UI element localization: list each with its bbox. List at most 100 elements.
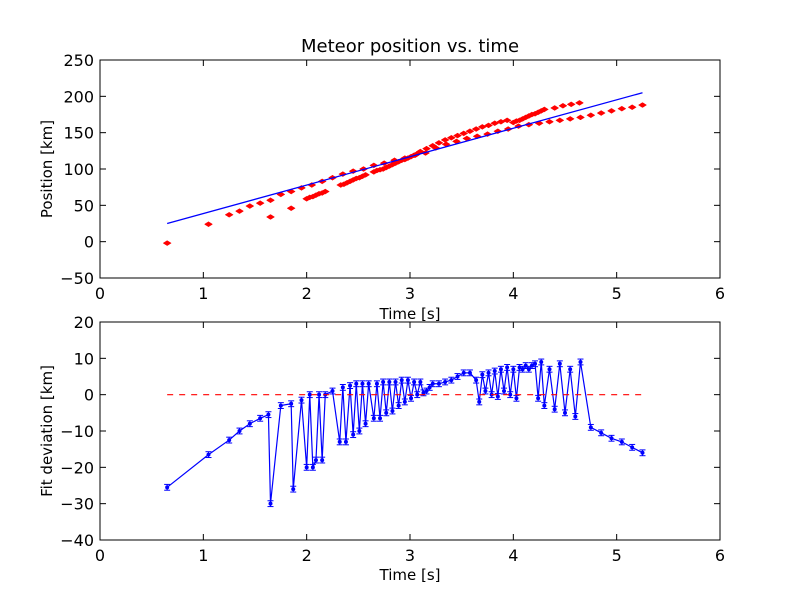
data-point	[165, 485, 170, 490]
data-point	[477, 399, 482, 404]
data-point	[462, 135, 472, 142]
x-tick-label: 4	[508, 284, 518, 303]
position-chart: Meteor position vs. time 0 1 2 3 4 5 6−5005010…	[38, 36, 725, 323]
data-point	[552, 407, 557, 412]
data-point	[371, 416, 376, 421]
data-point	[508, 392, 513, 397]
fit-line	[166, 92, 643, 225]
x-tick-label: 2	[302, 284, 312, 303]
data-point	[486, 370, 491, 375]
y-tick-label: 200	[63, 87, 94, 106]
data-point	[424, 389, 429, 394]
data-point	[266, 197, 275, 204]
x-axis-label: Time [s]	[379, 566, 441, 584]
data-point	[607, 108, 616, 114]
data-point	[374, 381, 379, 386]
data-point	[568, 367, 573, 372]
data-point	[496, 118, 506, 125]
data-point	[307, 392, 312, 397]
data-point	[399, 378, 404, 383]
y-tick-label: −40	[60, 531, 94, 550]
data-point	[268, 501, 273, 506]
data-point	[545, 118, 554, 125]
y-tick-label: 150	[63, 124, 94, 143]
data-point	[526, 367, 531, 372]
data-point	[520, 367, 525, 372]
data-point	[461, 370, 466, 375]
data-point	[514, 396, 519, 401]
deviation-line	[166, 361, 643, 504]
data-point	[361, 172, 371, 178]
data-point	[381, 379, 386, 384]
data-point	[465, 128, 475, 135]
data-point	[533, 361, 538, 366]
data-point	[539, 359, 544, 364]
data-point	[422, 145, 432, 152]
data-point	[484, 122, 494, 129]
data-point	[434, 140, 444, 146]
plot-area	[162, 92, 647, 246]
x-tick-label: 6	[715, 546, 725, 565]
plot-area	[164, 358, 646, 508]
data-point	[578, 359, 583, 364]
data-point	[162, 240, 172, 246]
y-tick-label: 20	[74, 313, 94, 332]
data-point	[418, 379, 423, 384]
data-point	[409, 396, 414, 401]
data-point	[502, 117, 512, 124]
data-point	[412, 379, 417, 384]
data-point	[443, 379, 448, 384]
x-tick-label: 0	[95, 284, 105, 303]
y-tick-label: −20	[60, 458, 94, 477]
data-point	[565, 116, 575, 122]
data-point	[640, 450, 645, 455]
data-point	[310, 465, 315, 470]
data-point	[483, 389, 488, 394]
data-point	[555, 117, 565, 124]
data-point	[354, 381, 359, 386]
y-tick-label: 50	[74, 196, 94, 215]
data-point	[586, 112, 596, 119]
data-point	[363, 421, 368, 426]
data-point	[638, 102, 647, 108]
data-point	[617, 105, 627, 112]
data-point	[247, 421, 252, 426]
data-point	[511, 367, 516, 372]
data-point	[390, 409, 395, 414]
data-point	[609, 436, 614, 441]
x-axis-label: Time [s]	[379, 305, 441, 323]
data-point	[255, 200, 265, 206]
data-point	[266, 412, 271, 417]
data-point	[330, 389, 335, 394]
y-tick-label: 0	[84, 233, 94, 252]
data-point	[291, 487, 296, 492]
data-point	[340, 385, 345, 390]
chart-title: Meteor position vs. time	[301, 36, 519, 57]
data-point	[566, 101, 576, 108]
data-point	[574, 100, 584, 106]
data-point	[360, 381, 365, 386]
x-tick-label: 3	[405, 546, 415, 565]
data-point	[396, 403, 401, 408]
data-point	[320, 188, 330, 195]
x-tick-label: 2	[302, 546, 312, 565]
data-point	[348, 383, 353, 388]
data-point	[627, 104, 637, 111]
data-point	[630, 445, 635, 450]
data-point	[502, 389, 507, 394]
y-tick-label: 10	[74, 349, 94, 368]
data-point	[452, 138, 461, 145]
data-point	[440, 137, 450, 143]
data-point	[206, 452, 211, 457]
x-tick-label: 1	[198, 284, 208, 303]
data-point	[453, 132, 463, 139]
y-tick-label: −10	[60, 422, 94, 441]
data-point	[227, 438, 232, 443]
data-point	[599, 430, 604, 435]
data-point	[402, 399, 407, 404]
data-point	[558, 102, 568, 109]
data-point	[405, 378, 410, 383]
data-point	[505, 365, 510, 370]
